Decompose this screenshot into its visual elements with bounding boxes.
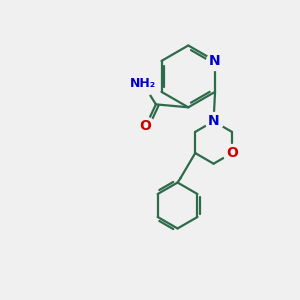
Text: N: N	[208, 114, 219, 128]
Text: O: O	[226, 146, 238, 160]
Text: NH₂: NH₂	[130, 77, 156, 90]
Text: N: N	[209, 54, 221, 68]
Text: O: O	[140, 119, 152, 134]
